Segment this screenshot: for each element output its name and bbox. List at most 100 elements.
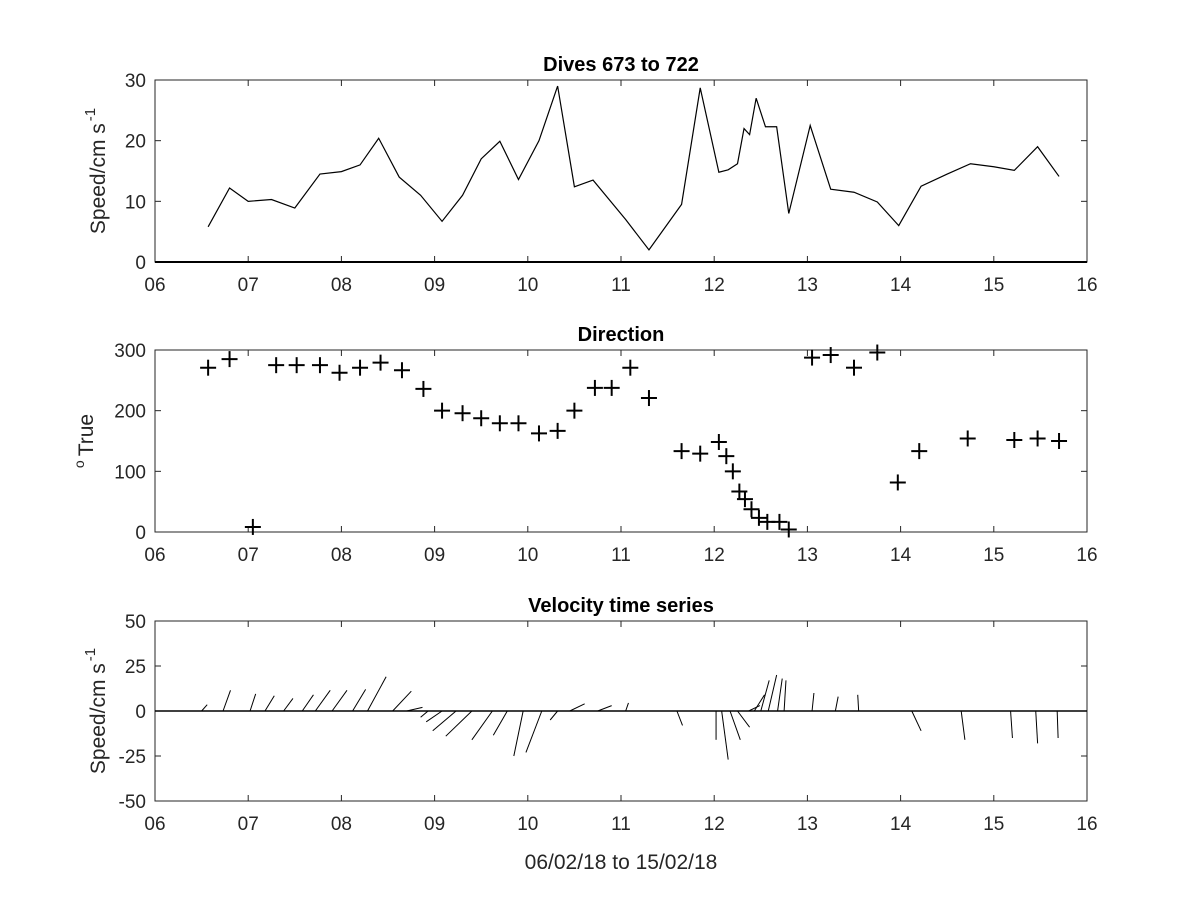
axes-frame	[154, 349, 1088, 533]
x-tick-label: 15	[983, 275, 1004, 296]
velocity-stick	[811, 692, 815, 712]
velocity-stick	[513, 710, 524, 757]
x-tick-label: 13	[797, 814, 818, 835]
y-tick-label: 20	[125, 132, 146, 153]
x-tick-label: 11	[611, 814, 631, 835]
x-tick-label: 15	[983, 814, 1004, 835]
x-tick-label: 11	[611, 275, 631, 296]
velocity-stick	[222, 690, 231, 712]
direction-point	[846, 359, 862, 376]
direction-point	[311, 357, 328, 374]
direction-panel: 06 07 08 09 10 11 12 13 14 15 16 0 100 200 300 Directio…	[71, 324, 1098, 566]
y-axis-label: Speed/cm s -1	[82, 108, 110, 234]
direction-point	[473, 410, 490, 427]
y-axis-label-text: Speed/cm s	[87, 663, 110, 774]
direction-point	[586, 379, 603, 396]
velocity-stick	[314, 690, 331, 712]
velocity-stick	[525, 710, 543, 753]
x-tick-label: 16	[1076, 545, 1097, 566]
x-tick-label: 13	[797, 275, 818, 296]
direction-point	[622, 359, 639, 376]
direction-point	[959, 430, 976, 447]
y-tick-label: 200	[114, 402, 146, 423]
direction-point	[673, 443, 690, 460]
direction-point	[718, 448, 735, 465]
direction-point	[200, 359, 217, 376]
x-tick-label: 12	[704, 275, 725, 296]
direction-point	[331, 364, 348, 381]
velocity-stick	[777, 678, 783, 712]
direction-point	[640, 390, 657, 407]
direction-point	[692, 445, 709, 462]
direction-point	[268, 357, 285, 374]
x-tick-label: 15	[983, 545, 1004, 566]
x-tick-label: 10	[517, 814, 538, 835]
velocity-stick	[549, 710, 559, 721]
y-axis-label: Speed/cm s -1	[82, 648, 110, 774]
velocity-stick	[753, 694, 765, 712]
x-tick-label: 07	[238, 275, 259, 296]
direction-point	[244, 518, 261, 535]
y-tick-label: 300	[114, 341, 146, 362]
y-tick-label: 0	[135, 523, 146, 544]
velocity-stick	[960, 710, 966, 740]
velocity-stick	[367, 676, 387, 712]
y-tick-label: 25	[125, 657, 146, 678]
velocity-stick	[1035, 710, 1039, 744]
velocity-stick	[767, 674, 778, 712]
x-tick-label: 09	[424, 545, 445, 566]
x-tick-label: 09	[424, 814, 445, 835]
chart-title: Velocity time series	[528, 595, 714, 617]
direction-point	[603, 379, 620, 396]
x-tick-label: 16	[1076, 814, 1097, 835]
velocity-stick	[857, 694, 860, 712]
velocity-stick	[492, 710, 508, 736]
velocity-stick	[331, 690, 348, 712]
direction-point	[221, 351, 238, 368]
y-tick-label: 10	[125, 192, 146, 213]
x-tick-label: 08	[331, 275, 352, 296]
velocity-stick	[729, 710, 741, 740]
speed-line	[207, 85, 1060, 251]
direction-point	[736, 491, 753, 508]
velocity-stick	[425, 710, 443, 723]
velocity-stick	[264, 695, 275, 712]
x-tick-label: 10	[517, 275, 538, 296]
y-axis-label-sup: -1	[82, 108, 99, 121]
x-tick-label: 06	[144, 275, 165, 296]
y-tick-label: -25	[119, 747, 146, 768]
direction-point	[822, 347, 839, 364]
x-tick-label: 06	[144, 814, 165, 835]
velocity-stick	[748, 705, 761, 712]
velocity-panel: 06 07 08 09 10 11 12 13 14 15 16 -50 -25 0 25 50 Velocit…	[82, 595, 1098, 874]
x-tick-label: 08	[331, 814, 352, 835]
direction-point	[393, 362, 410, 379]
direction-point	[780, 521, 797, 538]
x-tick-label: 14	[890, 275, 912, 296]
velocity-stick	[1056, 710, 1059, 739]
direction-point	[804, 349, 821, 366]
direction-point	[566, 402, 583, 419]
y-tick-label: 30	[125, 71, 146, 92]
velocity-stick	[625, 702, 629, 712]
direction-point	[510, 415, 527, 432]
velocity-stick	[283, 698, 294, 712]
velocity-stick	[471, 710, 493, 741]
direction-point	[1051, 433, 1068, 449]
velocity-stick	[406, 706, 423, 712]
direction-point	[869, 344, 886, 361]
velocity-stick	[760, 680, 770, 712]
velocity-stick	[737, 710, 751, 728]
direction-point	[288, 357, 305, 374]
y-axis-label-sup: -1	[82, 648, 99, 661]
velocity-stick	[1010, 710, 1013, 739]
velocity-stick	[420, 710, 429, 718]
velocity-stick	[249, 693, 257, 712]
x-tick-label: 08	[331, 545, 352, 566]
x-tick-label: 13	[797, 545, 818, 566]
direction-point	[1006, 431, 1023, 448]
y-tick-label: 50	[125, 612, 146, 633]
direction-point	[889, 474, 906, 491]
y-tick-label: 100	[114, 462, 146, 483]
